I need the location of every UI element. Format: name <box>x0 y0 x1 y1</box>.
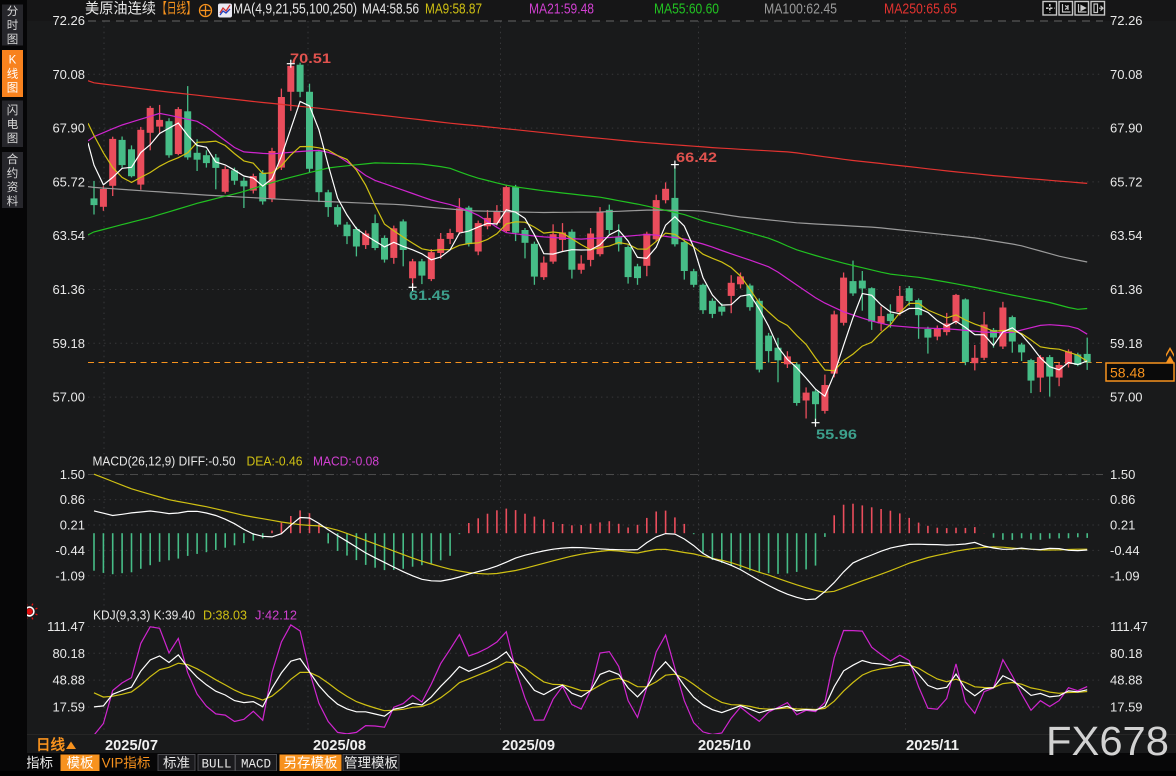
svg-text:BULL: BULL <box>201 758 231 772</box>
svg-text:J:42.12: J:42.12 <box>255 608 297 623</box>
svg-text:图: 图 <box>7 33 19 46</box>
svg-text:MA100:62.45: MA100:62.45 <box>764 1 837 18</box>
svg-text:D:38.03: D:38.03 <box>203 608 247 623</box>
svg-text:57.00: 57.00 <box>52 390 85 405</box>
svg-text:管理模板: 管理模板 <box>344 756 398 771</box>
svg-text:58.48: 58.48 <box>1110 365 1145 381</box>
svg-text:0.21: 0.21 <box>1110 518 1135 533</box>
svg-text:K: K <box>9 55 17 67</box>
svg-text:61.45: 61.45 <box>409 288 451 303</box>
svg-text:2025/10: 2025/10 <box>698 738 751 754</box>
svg-text:111.47: 111.47 <box>1110 619 1148 634</box>
svg-text:57.00: 57.00 <box>1110 390 1143 405</box>
svg-text:63.54: 63.54 <box>1110 228 1143 243</box>
svg-text:48.88: 48.88 <box>52 673 85 688</box>
svg-text:另存模板: 另存模板 <box>284 756 338 771</box>
svg-text:MA9:58.87: MA9:58.87 <box>425 1 482 18</box>
svg-text:FX678: FX678 <box>1046 718 1169 764</box>
svg-text:2025/11: 2025/11 <box>906 738 959 754</box>
svg-text:70.51: 70.51 <box>290 51 332 66</box>
svg-text:2025/09: 2025/09 <box>502 738 555 754</box>
svg-text:VIP指标: VIP指标 <box>102 756 151 771</box>
svg-text:电: 电 <box>7 118 19 131</box>
svg-text:闪: 闪 <box>7 103 19 117</box>
svg-text:63.54: 63.54 <box>52 228 85 243</box>
svg-text:-1.09: -1.09 <box>55 568 85 583</box>
svg-text:61.36: 61.36 <box>52 282 85 297</box>
svg-text:2025/08: 2025/08 <box>313 738 366 754</box>
svg-text:约: 约 <box>7 166 19 180</box>
svg-text:图: 图 <box>7 82 19 95</box>
svg-text:指标: 指标 <box>26 756 53 771</box>
svg-text:48.88: 48.88 <box>1110 673 1143 688</box>
svg-text:MA4:58.56: MA4:58.56 <box>362 1 419 18</box>
svg-text:72.26: 72.26 <box>52 13 85 28</box>
svg-text:55.96: 55.96 <box>816 427 858 442</box>
svg-text:67.90: 67.90 <box>52 121 85 136</box>
svg-text:2025/07: 2025/07 <box>105 738 158 754</box>
svg-text:合: 合 <box>7 152 19 166</box>
svg-text:17.59: 17.59 <box>52 700 85 715</box>
svg-text:日线: 日线 <box>36 736 65 754</box>
svg-text:-0.44: -0.44 <box>1110 543 1140 558</box>
svg-text:70.08: 70.08 <box>1110 67 1143 82</box>
svg-text:MACD:-0.08: MACD:-0.08 <box>313 454 379 469</box>
svg-text:80.18: 80.18 <box>52 646 85 661</box>
svg-text:标准: 标准 <box>163 756 190 771</box>
svg-text:美原油连续: 美原油连续 <box>85 1 156 18</box>
svg-text:67.90: 67.90 <box>1110 121 1143 136</box>
svg-text:DEA:-0.46: DEA:-0.46 <box>247 454 303 469</box>
svg-text:59.18: 59.18 <box>1110 336 1143 351</box>
svg-text:模板: 模板 <box>67 756 94 771</box>
svg-text:65.72: 65.72 <box>1110 174 1143 189</box>
svg-text:MA250:65.65: MA250:65.65 <box>884 1 957 18</box>
svg-text:MA55:60.60: MA55:60.60 <box>654 1 719 18</box>
svg-text:-1.09: -1.09 <box>1110 568 1140 583</box>
svg-text:资: 资 <box>7 181 19 194</box>
svg-text:80.18: 80.18 <box>1110 646 1143 661</box>
svg-text:-0.44: -0.44 <box>55 543 85 558</box>
svg-text:1.50: 1.50 <box>1110 467 1135 482</box>
svg-text:0.86: 0.86 <box>60 492 85 507</box>
svg-text:59.18: 59.18 <box>52 336 85 351</box>
svg-text:72.26: 72.26 <box>1110 13 1143 28</box>
svg-text:111.47: 111.47 <box>47 619 85 634</box>
svg-text:17.59: 17.59 <box>1110 700 1143 715</box>
svg-text:线: 线 <box>7 67 19 81</box>
svg-text:61.36: 61.36 <box>1110 282 1143 297</box>
svg-text:66.42: 66.42 <box>676 150 717 165</box>
svg-text:1.50: 1.50 <box>60 467 85 482</box>
svg-text:分: 分 <box>7 5 19 18</box>
svg-text:【日线】: 【日线】 <box>157 1 196 18</box>
svg-text:MACD(26,12,9) DIFF:-0.50: MACD(26,12,9) DIFF:-0.50 <box>93 454 236 469</box>
svg-text:时: 时 <box>7 19 19 32</box>
svg-text:KDJ(9,3,3) K:39.40: KDJ(9,3,3) K:39.40 <box>93 608 195 623</box>
svg-text:MA(4,9,21,55,100,250): MA(4,9,21,55,100,250) <box>233 1 357 18</box>
svg-text:图: 图 <box>7 132 19 145</box>
svg-text:MA21:59.48: MA21:59.48 <box>529 1 594 18</box>
svg-text:0.21: 0.21 <box>60 518 85 533</box>
svg-text:MACD: MACD <box>241 758 271 772</box>
svg-text:70.08: 70.08 <box>52 67 85 82</box>
svg-text:0.86: 0.86 <box>1110 492 1135 507</box>
svg-text:料: 料 <box>7 194 19 208</box>
svg-text:65.72: 65.72 <box>52 174 85 189</box>
